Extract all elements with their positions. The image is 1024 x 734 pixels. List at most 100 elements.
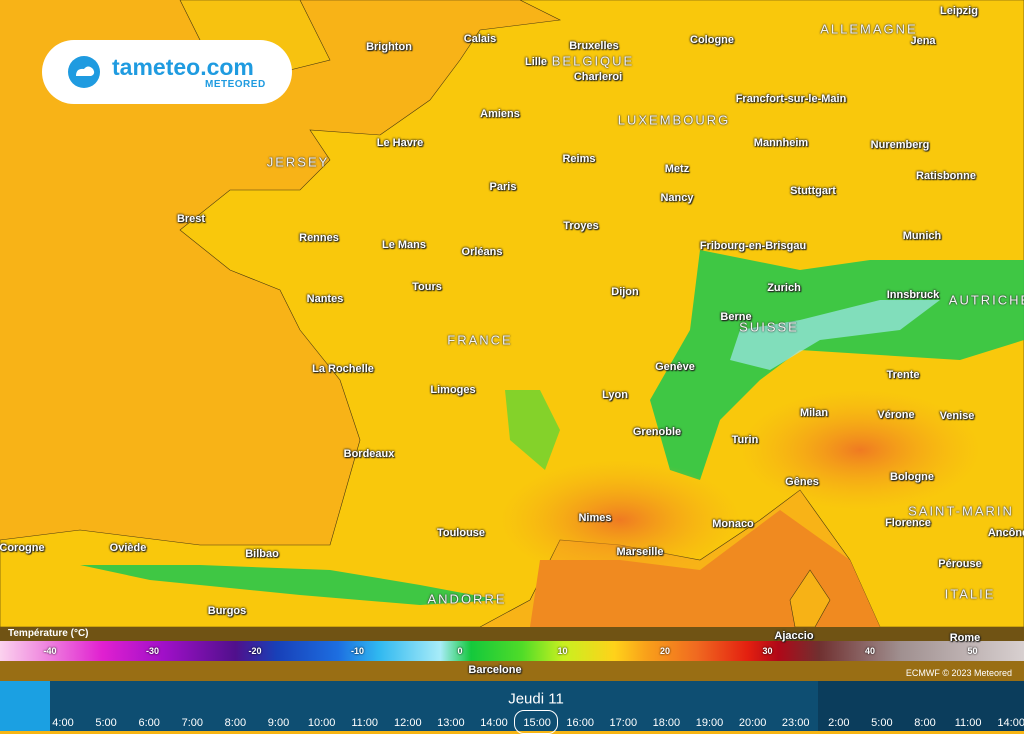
city-label[interactable]: Florence — [885, 517, 931, 529]
time-label[interactable]: 8:00 — [224, 717, 247, 729]
city-label[interactable]: Lille — [524, 56, 548, 68]
country-label: SUISSE — [739, 319, 799, 335]
city-label[interactable]: Nimes — [578, 512, 612, 524]
time-label[interactable]: 9:00 — [267, 717, 290, 729]
city-label[interactable]: Stuttgart — [790, 185, 836, 197]
city-label[interactable]: Paris — [489, 181, 517, 193]
city-label[interactable]: Cologne — [690, 34, 734, 46]
city-label[interactable]: Jena — [910, 35, 936, 47]
time-label[interactable]: 19:00 — [695, 717, 724, 729]
city-label[interactable]: Bruxelles — [569, 40, 619, 52]
city-label[interactable]: Leipzig — [940, 5, 978, 17]
city-label[interactable]: Nancy — [660, 192, 694, 204]
time-label[interactable]: 8:00 — [914, 717, 936, 729]
city-label[interactable]: Turin — [731, 434, 759, 446]
legend-title: Température (°C) — [0, 627, 1024, 641]
time-label[interactable]: 23:00 — [781, 717, 810, 729]
time-label[interactable]: 6:00 — [138, 717, 160, 729]
city-label[interactable]: Rennes — [299, 232, 339, 244]
city-label[interactable]: Munich — [902, 230, 942, 242]
time-label[interactable]: 11:00 — [351, 717, 379, 729]
time-label[interactable]: 18:00 — [652, 717, 681, 729]
color-scale — [0, 641, 1024, 661]
time-label[interactable]: 17:00 — [609, 717, 638, 729]
city-label[interactable]: Ratisbonne — [916, 170, 976, 182]
time-label[interactable]: 7:00 — [181, 717, 204, 729]
legend-tick: 40 — [864, 646, 876, 656]
logo[interactable]: tameteo.com METEORED — [42, 40, 292, 104]
city-label[interactable]: Innsbruck — [886, 289, 940, 301]
city-label[interactable]: Marseille — [616, 546, 664, 558]
city-label[interactable]: Nuremberg — [870, 139, 930, 151]
city-label[interactable]: Burgos — [207, 605, 247, 617]
time-label[interactable]: 16:00 — [566, 717, 594, 729]
timeline-next-days — [818, 681, 1024, 731]
city-label[interactable]: Limoges — [430, 384, 476, 396]
city-label[interactable]: Fribourg-en-Brisgau — [699, 240, 807, 252]
city-label[interactable]: Rome — [949, 632, 981, 644]
time-label[interactable]: 13:00 — [437, 717, 465, 729]
city-label[interactable]: Troyes — [563, 220, 599, 232]
city-label[interactable]: Tours — [412, 281, 442, 293]
city-label[interactable]: Pérouse — [938, 558, 982, 570]
city-label[interactable]: Toulouse — [436, 527, 486, 539]
city-label[interactable]: Nantes — [306, 293, 344, 305]
legend-tick: 50 — [967, 646, 978, 656]
city-label[interactable]: Genève — [655, 361, 695, 373]
city-label[interactable]: Mannheim — [753, 137, 809, 149]
city-label[interactable]: Bologne — [890, 471, 934, 483]
time-label[interactable]: 15:00 — [523, 717, 551, 729]
city-label[interactable]: Milan — [799, 407, 829, 419]
city-label[interactable]: La Rochelle — [312, 363, 374, 375]
city-label[interactable]: Grenoble — [632, 426, 682, 438]
city-label[interactable]: Le Mans — [381, 239, 427, 251]
city-label[interactable]: Gênes — [785, 476, 819, 488]
time-label[interactable]: 14:00 — [480, 717, 508, 729]
corsica — [789, 569, 831, 627]
time-label[interactable]: 20:00 — [738, 717, 767, 729]
city-label[interactable]: Monaco — [712, 518, 754, 530]
country-label: FRANCE — [447, 332, 513, 348]
logo-icon — [68, 56, 100, 88]
city-label[interactable]: Venise — [939, 410, 975, 422]
city-label[interactable]: Barcelone — [468, 664, 522, 676]
city-label[interactable]: Bilbao — [245, 548, 279, 560]
city-label[interactable]: Ajaccio — [774, 630, 814, 642]
time-label[interactable]: 2:00 — [828, 717, 850, 729]
time-label[interactable]: 5:00 — [871, 717, 893, 729]
city-label[interactable]: Vérone — [877, 409, 915, 421]
city-label[interactable]: Ancône — [987, 527, 1024, 539]
city-label[interactable]: Brighton — [366, 41, 412, 53]
time-label[interactable]: 12:00 — [394, 717, 422, 729]
city-label[interactable]: Calais — [463, 33, 497, 45]
city-label[interactable]: Metz — [664, 163, 690, 175]
time-label[interactable]: 5:00 — [95, 717, 117, 729]
city-label[interactable]: Corogne — [0, 542, 45, 554]
time-label[interactable]: 10:00 — [307, 717, 336, 729]
credit-bar — [0, 661, 1024, 681]
city-label[interactable]: Dijon — [611, 286, 639, 298]
city-label[interactable]: Berne — [720, 311, 752, 323]
city-label[interactable]: Trente — [886, 369, 920, 381]
timeline-now[interactable] — [0, 681, 50, 731]
city-label[interactable]: Francfort-sur-le-Main — [735, 93, 847, 105]
time-label[interactable]: 4:00 — [52, 717, 74, 729]
city-label[interactable]: Reims — [562, 153, 596, 165]
legend-tick: -10 — [350, 646, 365, 656]
legend-tick: 20 — [659, 646, 671, 656]
city-label[interactable]: Le Havre — [376, 137, 424, 149]
city-label[interactable]: Lyon — [602, 389, 628, 401]
city-label[interactable]: Charleroi — [573, 71, 623, 83]
city-label[interactable]: Orléans — [461, 246, 503, 258]
city-label[interactable]: Oviède — [109, 542, 147, 554]
time-label[interactable]: 14:00 — [997, 717, 1024, 729]
time-label[interactable]: 11:00 — [954, 717, 982, 729]
city-label[interactable]: Bordeaux — [343, 448, 395, 460]
city-label[interactable]: Brest — [176, 213, 206, 225]
city-label[interactable]: Zurich — [767, 282, 801, 294]
country-label: JERSEY — [266, 154, 330, 170]
city-label[interactable]: Amiens — [480, 108, 520, 120]
warm-zone — [740, 390, 980, 510]
country-label: SAINT-MARIN — [908, 503, 1014, 519]
legend-tick: -30 — [145, 646, 160, 656]
